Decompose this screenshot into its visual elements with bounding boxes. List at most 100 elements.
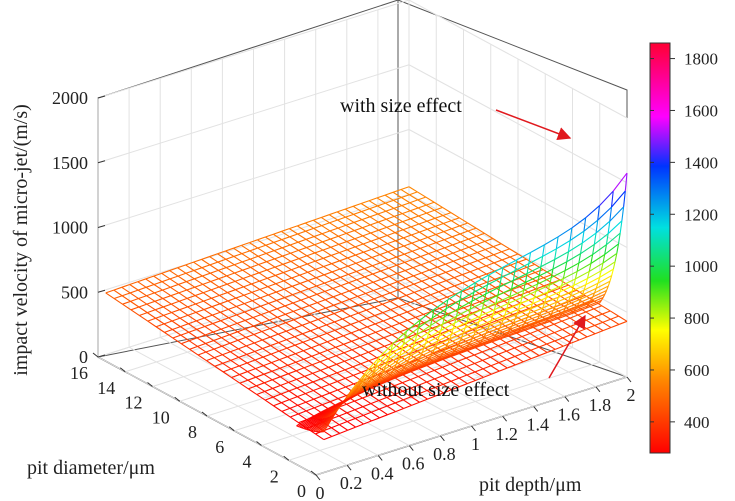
mesh-segment xyxy=(129,284,139,291)
mesh-segment xyxy=(469,251,478,256)
mesh-segment xyxy=(321,411,337,433)
mesh-segment xyxy=(553,312,562,317)
mesh-segment xyxy=(250,255,259,260)
mesh-segment xyxy=(197,334,206,339)
mesh-segment xyxy=(418,317,433,329)
mesh-segment xyxy=(413,275,423,282)
mesh-segment xyxy=(333,304,343,312)
mesh-segment xyxy=(389,368,404,377)
mesh-segment xyxy=(422,302,432,307)
mesh-segment xyxy=(559,284,574,293)
mesh-segment xyxy=(154,300,164,308)
mesh-segment xyxy=(380,267,389,272)
mesh-segment xyxy=(583,284,587,291)
mesh-segment xyxy=(351,340,361,348)
mesh-segment xyxy=(280,393,290,401)
mesh-segment xyxy=(277,333,287,341)
mesh-segment xyxy=(178,289,187,294)
mesh-segment xyxy=(361,219,371,226)
mesh-segment xyxy=(443,239,453,246)
mesh-segment xyxy=(554,328,563,334)
mesh-segment xyxy=(371,408,380,413)
mesh-segment xyxy=(501,251,511,258)
mesh-segment xyxy=(436,247,445,252)
mesh-segment xyxy=(382,363,397,374)
mesh-segment xyxy=(317,307,326,312)
mesh-segment xyxy=(418,381,427,386)
mesh-segment xyxy=(612,172,628,192)
mesh-segment xyxy=(252,314,262,319)
mesh-segment xyxy=(445,271,455,279)
mesh-segment xyxy=(300,288,309,293)
mesh-segment xyxy=(272,376,281,381)
mesh-segment xyxy=(217,258,227,263)
mesh-segment xyxy=(154,289,163,294)
mesh-segment xyxy=(442,380,452,385)
mesh-segment xyxy=(410,215,419,220)
mesh-segment xyxy=(306,263,316,270)
mesh-segment xyxy=(350,323,360,331)
mesh-segment xyxy=(321,222,330,227)
mesh-segment xyxy=(480,309,483,316)
mesh-segment xyxy=(505,339,515,344)
mesh-segment xyxy=(601,305,611,312)
mesh-segment xyxy=(446,340,461,348)
mesh-segment xyxy=(447,352,463,359)
mesh-segment xyxy=(396,270,406,275)
mesh-segment xyxy=(187,295,196,299)
mesh-segment xyxy=(430,294,440,301)
mesh-segment xyxy=(344,205,354,210)
mesh-segment xyxy=(374,323,384,330)
mesh-segment xyxy=(388,344,404,357)
mesh-segment xyxy=(518,261,528,268)
mesh-segment xyxy=(402,396,412,401)
mesh-segment xyxy=(378,218,387,223)
mesh-segment xyxy=(389,292,399,299)
mesh-segment xyxy=(105,292,115,299)
mesh-segment xyxy=(437,263,446,268)
mesh-segment xyxy=(273,250,283,257)
mesh-segment xyxy=(279,364,288,369)
mesh-segment xyxy=(233,253,243,257)
mesh-segment xyxy=(383,359,399,371)
mesh-segment xyxy=(406,355,421,364)
mesh-segment xyxy=(546,315,561,323)
mesh-segment xyxy=(477,320,492,328)
mesh-segment xyxy=(462,279,471,284)
mesh-segment xyxy=(460,246,470,251)
mesh-segment xyxy=(397,281,407,288)
mesh-segment xyxy=(270,333,279,338)
mesh-segment xyxy=(145,275,154,280)
mesh-segment xyxy=(242,278,252,285)
mesh-segment xyxy=(481,301,485,310)
mesh-segment xyxy=(170,303,180,311)
mesh-segment xyxy=(459,291,474,301)
mesh-segment xyxy=(377,213,387,220)
mesh-segment xyxy=(549,310,564,318)
mesh-segment xyxy=(446,296,456,303)
mesh-segment xyxy=(444,252,454,257)
mesh-segment xyxy=(476,232,485,237)
mesh-segment xyxy=(352,363,362,368)
mesh-segment xyxy=(338,232,347,237)
mesh-segment xyxy=(542,303,545,309)
mesh-segment xyxy=(609,206,624,222)
mesh-segment xyxy=(581,232,597,244)
mesh-segment xyxy=(409,364,425,372)
mesh-segment xyxy=(265,236,275,243)
mesh-segment xyxy=(585,205,600,219)
mesh-segment xyxy=(285,330,295,338)
mesh-segment xyxy=(518,278,528,285)
mesh-segment xyxy=(337,208,346,213)
mesh-segment xyxy=(527,280,536,285)
mesh-segment xyxy=(535,277,544,282)
mesh-segment xyxy=(292,302,302,309)
mesh-segment xyxy=(452,322,456,330)
mesh-segment xyxy=(546,343,556,350)
mesh-segment xyxy=(390,343,394,351)
mesh-segment xyxy=(321,230,331,235)
mesh-segment xyxy=(470,336,485,343)
mesh-segment xyxy=(513,339,523,346)
mesh-segment xyxy=(139,312,148,316)
